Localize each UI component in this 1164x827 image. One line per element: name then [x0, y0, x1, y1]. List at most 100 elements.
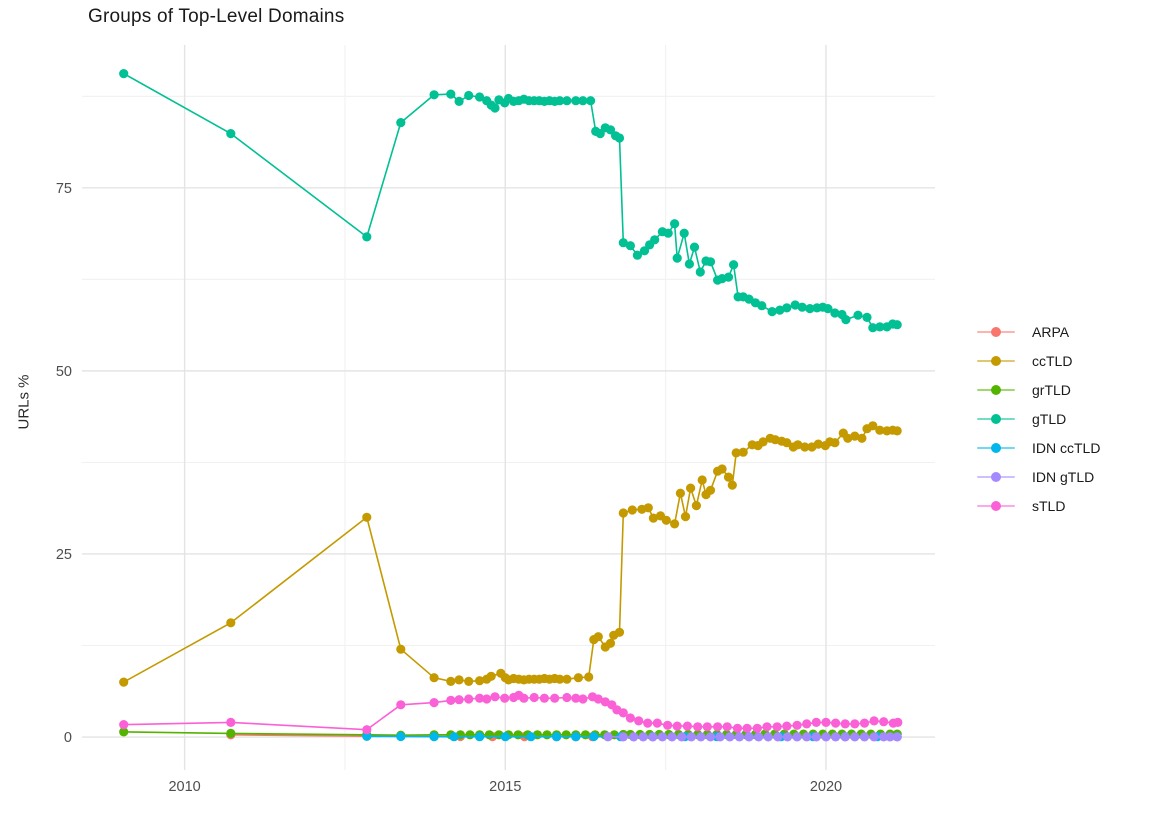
- y-tick-label: 25: [56, 547, 72, 563]
- data-point: [830, 438, 840, 448]
- data-point: [691, 501, 702, 511]
- data-point: [578, 694, 588, 704]
- data-point: [717, 464, 727, 474]
- data-point: [731, 448, 741, 458]
- data-point: [648, 732, 658, 742]
- data-point: [555, 96, 565, 106]
- data-point: [519, 693, 529, 703]
- data-point: [742, 723, 752, 733]
- data-point: [686, 483, 696, 493]
- data-point: [805, 304, 815, 314]
- legend-key-icon: [977, 471, 1015, 483]
- series-idn-gtld: [603, 732, 902, 742]
- data-point: [618, 238, 628, 248]
- legend-item-cctld: ccTLD: [977, 346, 1100, 375]
- data-point: [892, 426, 902, 436]
- data-point: [853, 310, 863, 320]
- data-point: [797, 302, 807, 312]
- data-point: [362, 232, 372, 242]
- data-point: [875, 425, 885, 435]
- data-point: [722, 722, 732, 732]
- y-axis-labels: 0 25 50 75: [56, 181, 72, 746]
- data-point: [571, 693, 581, 703]
- data-point: [672, 721, 682, 731]
- data-point: [562, 674, 572, 684]
- data-point: [680, 511, 691, 522]
- data-point: [618, 708, 628, 718]
- data-point: [603, 732, 613, 742]
- data-point: [578, 96, 588, 106]
- data-point: [821, 732, 831, 742]
- data-point: [550, 693, 560, 703]
- data-point: [465, 730, 475, 740]
- data-point: [464, 694, 474, 704]
- data-point: [879, 717, 889, 727]
- data-point: [821, 717, 831, 728]
- data-point: [831, 732, 841, 742]
- data-point: [396, 731, 406, 742]
- data-point: [697, 475, 707, 485]
- data-point: [773, 732, 783, 742]
- data-point: [490, 692, 500, 702]
- data-point: [705, 257, 716, 267]
- data-point: [831, 718, 841, 728]
- data-point: [696, 732, 706, 742]
- legend-key-dot: [991, 442, 1001, 453]
- data-point: [879, 732, 889, 742]
- data-point: [715, 732, 725, 742]
- data-point: [449, 732, 459, 742]
- data-point: [652, 718, 662, 728]
- legend-label: grTLD: [1032, 381, 1071, 398]
- data-point: [775, 305, 785, 315]
- data-point: [723, 472, 734, 482]
- data-point: [618, 508, 628, 518]
- data-point: [663, 228, 673, 238]
- legend: ARPA ccTLD grTLD gTLD IDN ccTLD IDN gTLD sTLD: [977, 317, 1100, 520]
- data-point: [475, 92, 485, 102]
- data-point: [362, 731, 372, 741]
- data-point: [862, 312, 872, 322]
- data-point: [859, 732, 870, 742]
- data-point: [552, 732, 562, 742]
- data-point: [429, 673, 439, 683]
- data-point: [850, 719, 860, 729]
- data-point: [614, 627, 625, 637]
- data-point: [484, 730, 494, 740]
- data-point: [119, 69, 129, 79]
- data-point: [562, 692, 572, 703]
- data-point: [464, 676, 474, 687]
- data-point: [792, 720, 802, 730]
- data-point: [841, 315, 851, 325]
- legend-key-dot: [991, 384, 1001, 395]
- data-point: [670, 219, 680, 229]
- data-point: [840, 732, 850, 742]
- data-point: [695, 267, 705, 277]
- legend-key-dot: [991, 355, 1001, 366]
- data-point: [782, 721, 792, 731]
- data-point: [859, 718, 870, 728]
- legend-label: IDN ccTLD: [1032, 439, 1101, 456]
- data-point: [475, 732, 485, 742]
- data-point: [738, 447, 748, 457]
- data-point: [850, 732, 860, 742]
- legend-item-idn-gtld: IDN gTLD: [977, 462, 1100, 491]
- legend-item-stld: sTLD: [977, 491, 1100, 520]
- data-point: [762, 722, 772, 732]
- data-point: [629, 732, 639, 742]
- legend-key-dot: [991, 326, 1001, 337]
- data-point: [713, 722, 723, 732]
- legend-key-icon: [977, 500, 1015, 512]
- data-point: [454, 695, 464, 705]
- data-point: [892, 320, 902, 330]
- data-point: [792, 732, 802, 742]
- y-tick-label: 0: [64, 730, 72, 746]
- data-point: [752, 723, 762, 733]
- data-point: [813, 439, 823, 449]
- data-point: [634, 716, 644, 726]
- x-tick-label: 2015: [489, 779, 521, 795]
- data-point: [475, 693, 485, 703]
- data-point: [679, 228, 689, 238]
- legend-key-icon: [977, 326, 1015, 338]
- legend-label: ccTLD: [1032, 352, 1073, 369]
- data-point: [693, 722, 703, 732]
